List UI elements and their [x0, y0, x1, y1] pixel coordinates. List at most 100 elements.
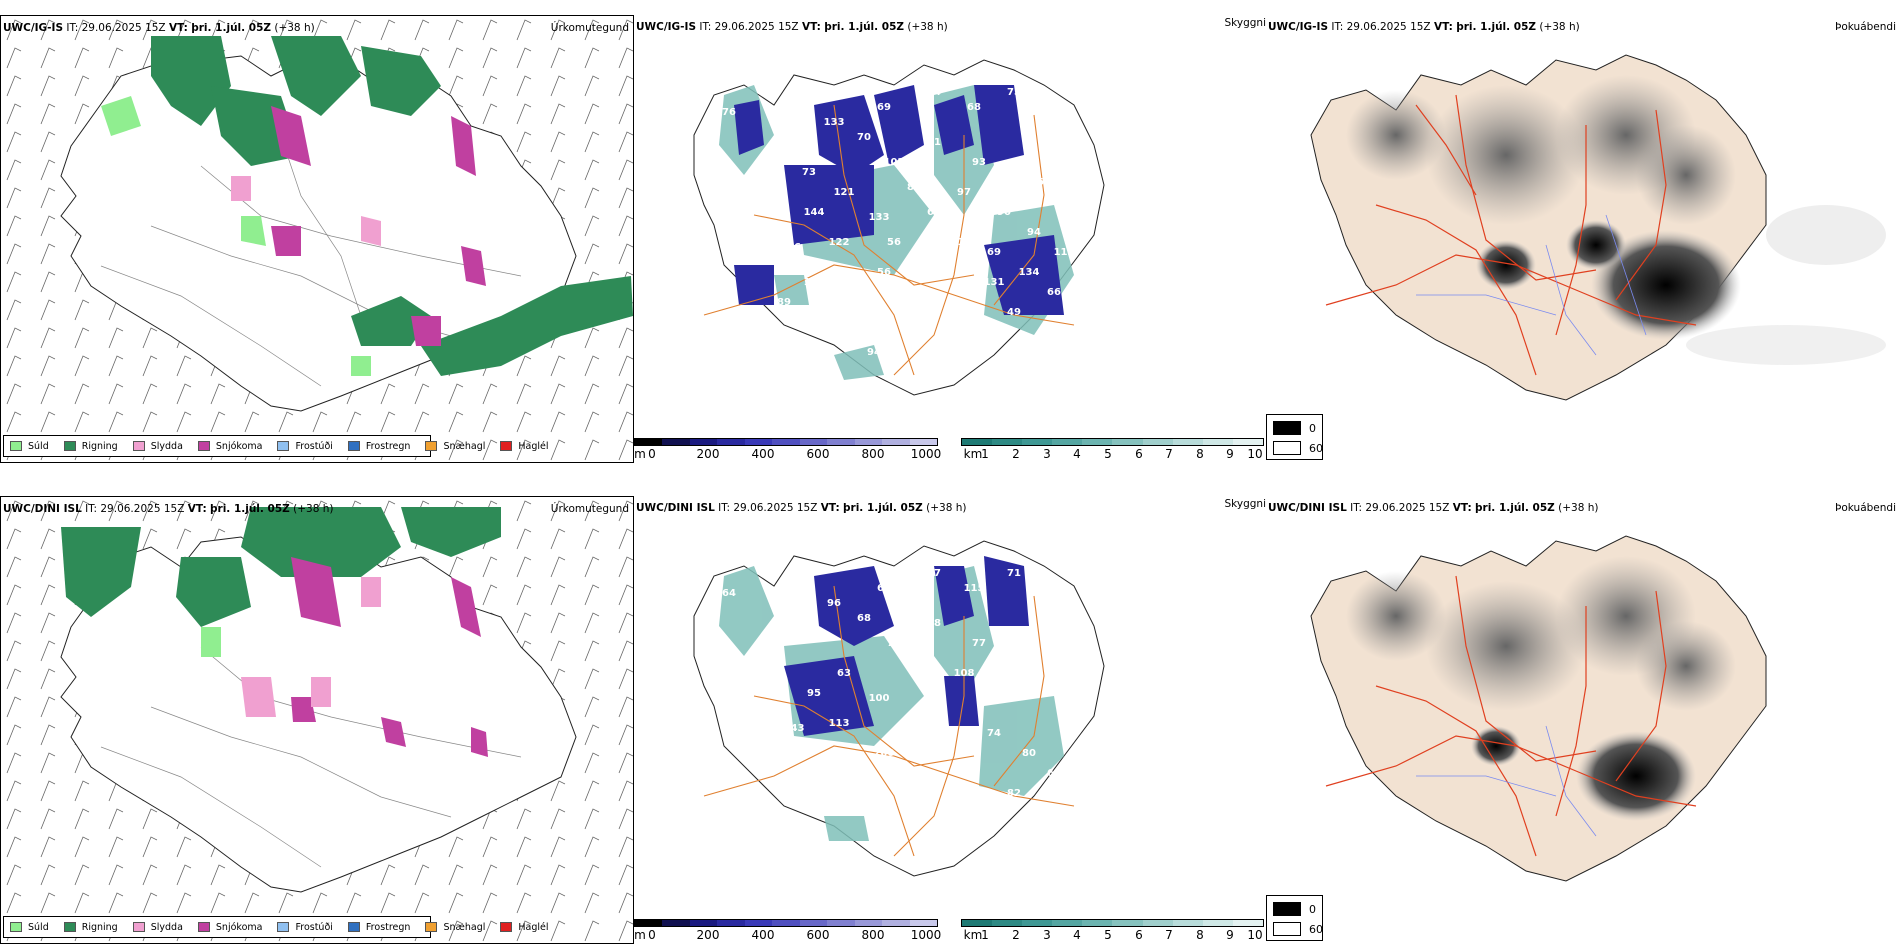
fog-title-igis: UWC/IG-IS IT: 29.06.2025 15Z VT: þri. 1.…: [1268, 21, 1580, 33]
precip-label-igis: Úrkomutegund: [550, 22, 629, 34]
precip-title-igis: UWC/IG-IS IT: 29.06.2025 15Z VT: þri. 1.…: [3, 22, 315, 34]
legend-sudd: Súld: [10, 441, 49, 452]
cloud-base-value: 144: [804, 207, 825, 218]
fog-panel-igis: UWC/IG-IS IT: 29.06.2025 15Z VT: þri. 1.…: [1266, 15, 1900, 463]
cloud-base-value: 122: [829, 237, 850, 248]
colorbar-swatch: [882, 920, 910, 926]
cloud-base-value: 100: [719, 543, 740, 554]
colorbar-swatch: [635, 920, 663, 926]
cloud-title-dini: UWC/DINI ISL IT: 29.06.2025 15Z VT: þri.…: [636, 502, 967, 514]
fog-map-igis: [1310, 54, 1886, 401]
legend-frostudi: Frostúði: [277, 922, 333, 933]
cloud-base-value: 16: [847, 788, 861, 799]
cloud-base-value: 131: [984, 277, 1005, 288]
fog-legend-igis: 0 60: [1266, 414, 1323, 460]
cloud-base-value: 108: [954, 668, 975, 679]
cloud-title-igis: UWC/IG-IS IT: 29.06.2025 15Z VT: þri. 1.…: [636, 21, 948, 33]
cloud-base-value: 68: [967, 102, 981, 113]
legend-sudd: Súld: [10, 922, 49, 933]
fog-legend-dini: 0 60: [1266, 895, 1323, 941]
colorbar-swatch: [1232, 920, 1263, 926]
colorbar-swatch: [962, 920, 993, 926]
cloud-base-value: 113: [829, 718, 850, 729]
precip-label-dini: Úrkomutegund: [550, 503, 629, 515]
cloud-base-value: 80: [1022, 748, 1036, 759]
cloud-panel-dini: 100 74 64 96 113 62 87 115 71 83 68 77 63 58 77 95 100 18…: [634, 498, 1266, 942]
cloud-base-value: 83: [737, 217, 751, 228]
cloud-map-dini: 100 74 64 96 113 62 87 115 71 83 68 77 63 58 77 95 100 18…: [693, 540, 1105, 877]
cloud-base-value: 89: [777, 297, 791, 308]
visibility-colorbar: [961, 438, 1264, 446]
cloud-base-value: 57: [897, 798, 911, 809]
cloud-base-value: 130: [924, 738, 945, 749]
cloud-base-value: 81: [722, 62, 736, 73]
colorbar-swatch: [772, 920, 800, 926]
colorbar-swatch: [772, 439, 800, 445]
cloud-base-value: 40: [927, 257, 941, 268]
legend-snjokoma: Snjókoma: [197, 441, 262, 452]
cloud-map-igis: 81 82 76 133 89 69 84 68 75 72 70 102 121 91 93 144 133 8…: [693, 59, 1105, 396]
colorbar-swatch: [1052, 920, 1083, 926]
colorbar-swatch: [799, 439, 828, 445]
legend-frostregn: Frostregn: [347, 441, 410, 452]
colorbar-swatch: [827, 439, 855, 445]
cloud-base-value: 84: [927, 87, 941, 98]
cloud-base-value: 143: [784, 723, 805, 734]
cloud-base-value: 97: [957, 187, 971, 198]
cloud-base-value: 200: [874, 748, 895, 759]
cloud-base-value: 82: [767, 72, 781, 83]
fog-label-dini: Þokuábendi: [1835, 502, 1896, 514]
cloud-base-value: 65: [1037, 177, 1051, 188]
fog-panel-dini: UWC/DINI ISL IT: 29.06.2025 15Z VT: þri.…: [1266, 496, 1900, 944]
colorbar-swatch: [744, 439, 773, 445]
legend-slydda: Slydda: [132, 441, 183, 452]
cloud-base-value: 94: [867, 347, 881, 358]
cloud-base-value: 121: [834, 187, 855, 198]
colorbar-swatch: [1052, 439, 1083, 445]
cloud-base-value: 115: [964, 583, 985, 594]
precip-map-dini: [1, 497, 633, 943]
colorbar-swatch: [744, 920, 773, 926]
cloud-base-value: 77: [972, 638, 986, 649]
cloud-base-value: 133: [824, 117, 845, 128]
colorbar-swatch: [1022, 920, 1053, 926]
fog-title-dini: UWC/DINI ISL IT: 29.06.2025 15Z VT: þri.…: [1268, 502, 1599, 514]
visibility-colorbar: [961, 919, 1264, 927]
cloud-base-value: 71: [1007, 568, 1021, 579]
cloud-base-value: 82: [1007, 788, 1021, 799]
colorbar-swatch: [1022, 439, 1053, 445]
precip-panel-igis: UWC/IG-IS IT: 29.06.2025 15Z VT: þri. 1.…: [0, 15, 634, 463]
colorbar-swatch: [689, 439, 718, 445]
cloud-base-value: 108: [994, 688, 1015, 699]
cloud-base-value: 77: [887, 638, 901, 649]
cloud-base-value: 59: [747, 177, 761, 188]
cloud-base-value: 63: [837, 668, 851, 679]
cloud-base-value: 49: [1007, 307, 1021, 318]
cloud-base-value: 76: [722, 107, 736, 118]
legend-rigning: Rigning: [63, 441, 118, 452]
precip-title-dini: UWC/DINI ISL IT: 29.06.2025 15Z VT: þri.…: [3, 503, 334, 515]
cloud-base-value: 69: [987, 247, 1001, 258]
cloud-label-igis: Skyggni: [1224, 17, 1267, 29]
cloud-base-value: 183: [734, 698, 755, 709]
cloud-base-value: 66: [1047, 287, 1061, 298]
colorbar-swatch: [1112, 439, 1143, 445]
colorbar-swatch: [689, 920, 718, 926]
colorbar-swatch: [882, 439, 910, 445]
cloud-base-value: 69: [877, 102, 891, 113]
cloud-base-value: 64: [722, 588, 736, 599]
legend-frostudi: Frostúði: [277, 441, 333, 452]
cloud-base-colorbar: [634, 438, 938, 446]
colorbar-swatch: [1172, 920, 1203, 926]
legend-frostregn: Frostregn: [347, 922, 410, 933]
precip-panel-dini: UWC/DINI ISL IT: 29.06.2025 15Z VT: þri.…: [0, 496, 634, 944]
cloud-base-value: 62: [877, 583, 891, 594]
cloud-base-value: 86: [787, 242, 801, 253]
precip-legend-igis: Súld Rigning Slydda Snjókoma Frostúði Fr…: [3, 435, 549, 457]
cloud-base-value: 83: [1047, 598, 1061, 609]
cloud-base-value: 100: [869, 693, 890, 704]
cloud-base-value: 101: [944, 237, 965, 248]
colorbar-swatch: [1172, 439, 1203, 445]
cloud-base-value: 60: [927, 207, 941, 218]
colorbar-swatch: [909, 920, 937, 926]
